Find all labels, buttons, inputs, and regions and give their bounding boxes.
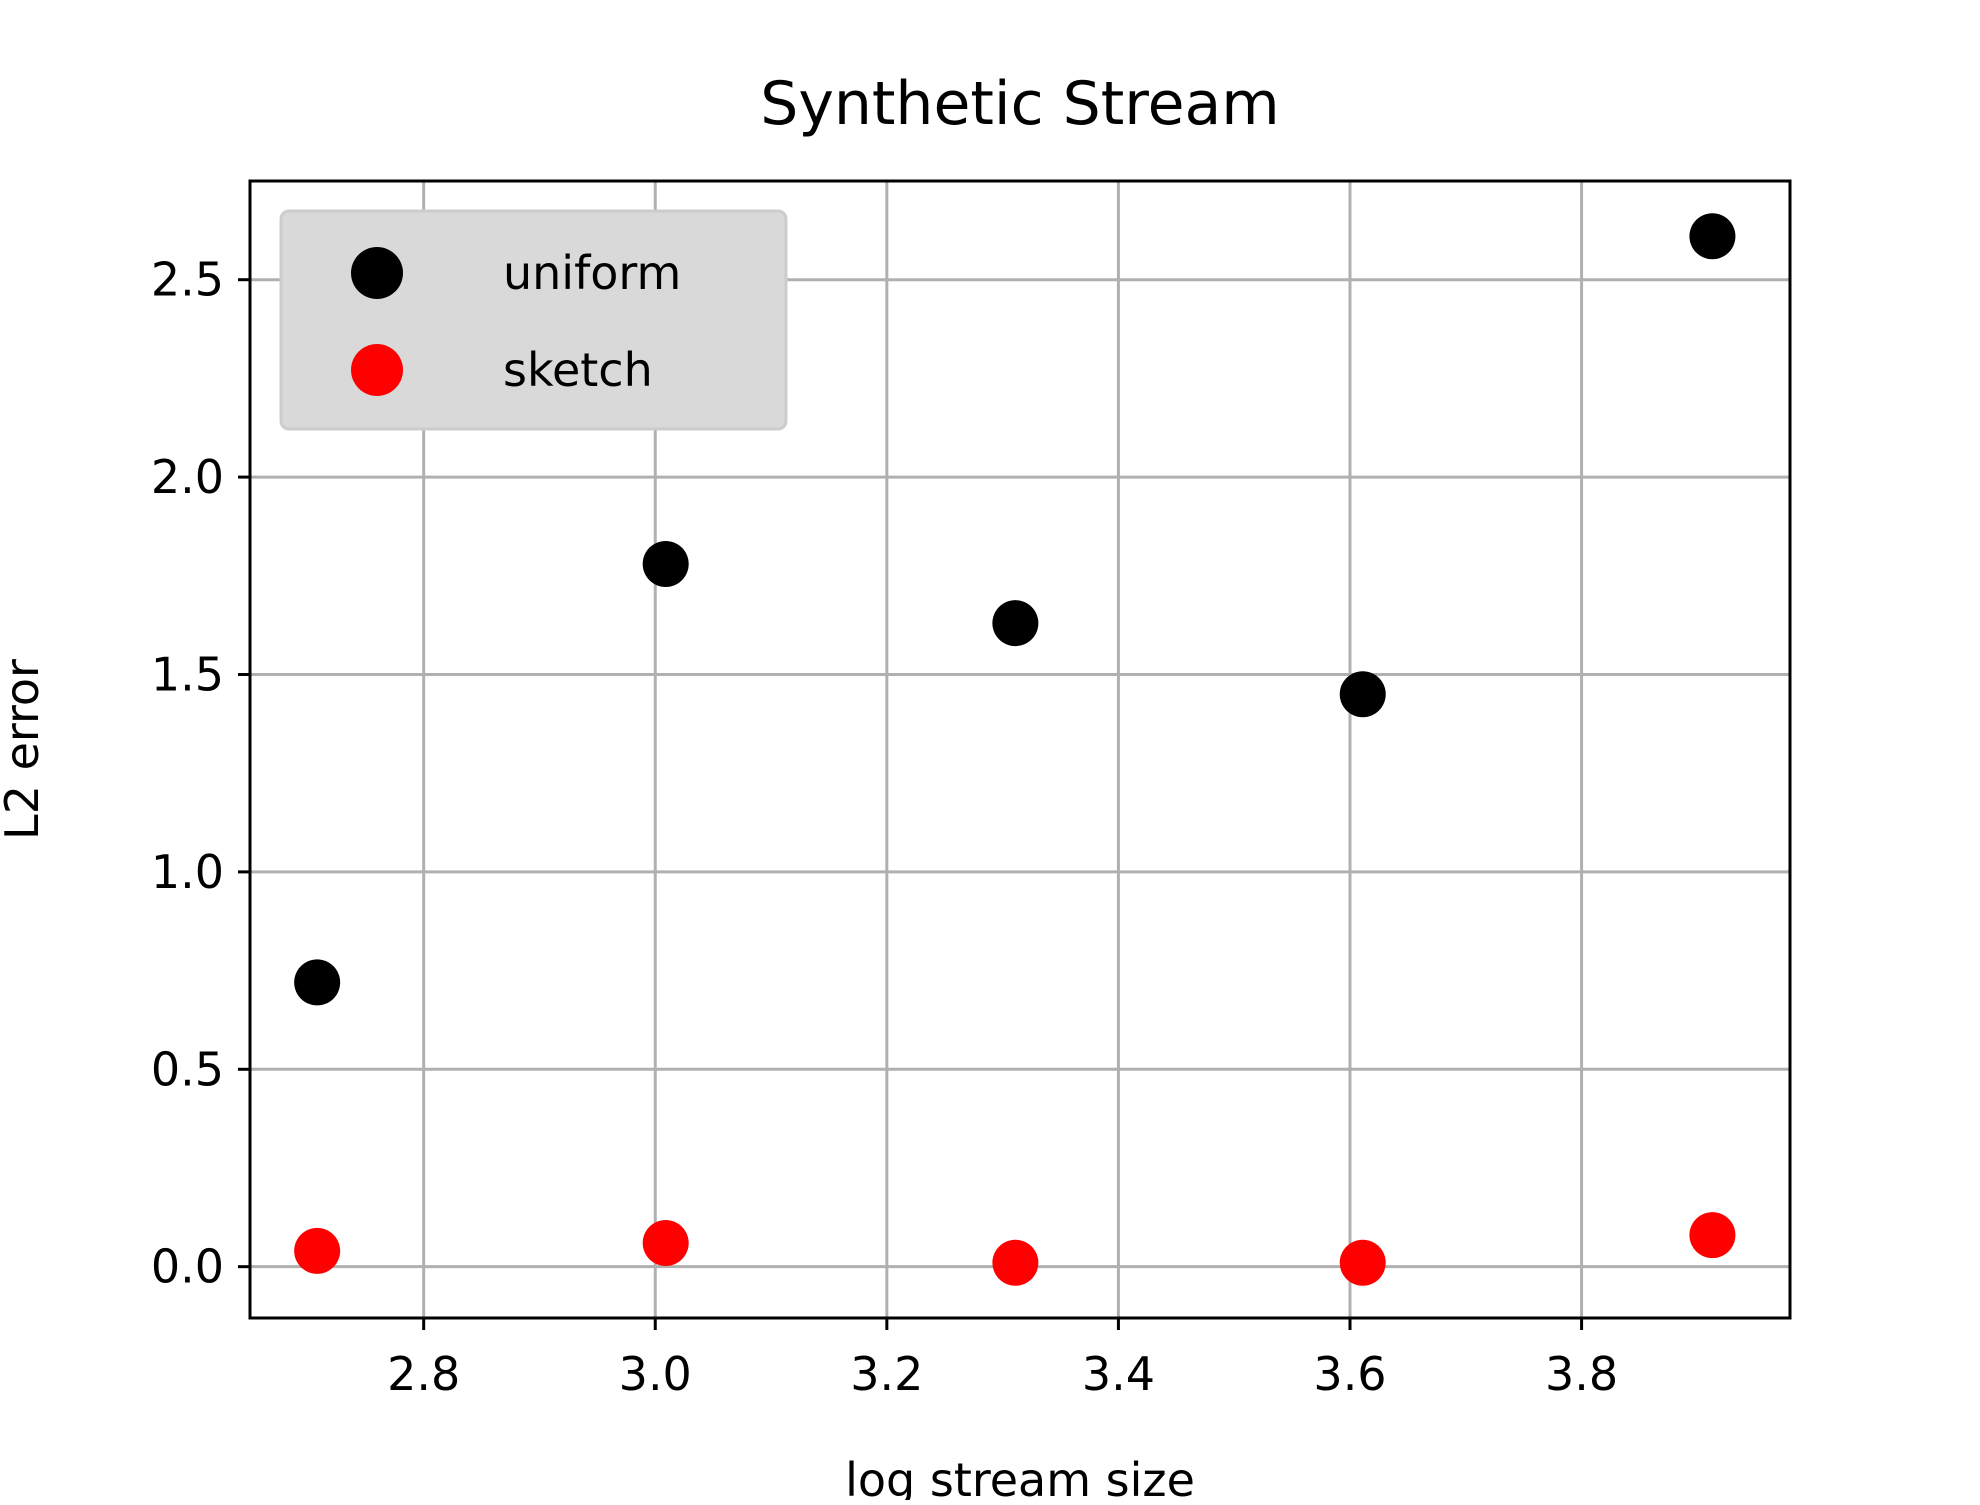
legend-marker-uniform [351, 247, 403, 299]
y-tick-label: 1.0 [151, 845, 224, 899]
legend-label-uniform: uniform [503, 246, 681, 300]
x-axis-label: log stream size [845, 1453, 1195, 1500]
point-uniform [294, 959, 341, 1006]
chart-title: Synthetic Stream [760, 69, 1279, 139]
legend-marker-sketch [351, 344, 403, 396]
legend-box [279, 209, 788, 431]
x-tick-label: 3.8 [1545, 1347, 1618, 1401]
y-tick-label: 1.5 [151, 647, 224, 701]
grid [250, 181, 1790, 1318]
y-tick-label: 2.0 [151, 450, 224, 504]
legend-label-sketch: sketch [503, 343, 653, 397]
ticks: 2.8 3.0 3.2 3.4 3.6 3.8 0.0 0.5 1.0 1.5 2.0 2.5 [151, 253, 1618, 1401]
y-tick-label: 2.5 [151, 253, 224, 307]
point-uniform [642, 540, 689, 587]
point-uniform [1689, 213, 1736, 260]
point-sketch [1689, 1212, 1736, 1259]
x-tick-label: 2.8 [387, 1347, 460, 1401]
axes-frame [248, 179, 1792, 1320]
point-sketch [1339, 1239, 1386, 1286]
legend: uniform sketch [279, 209, 788, 431]
y-tick-label: 0.5 [151, 1042, 224, 1096]
y-tick-label: 0.0 [151, 1240, 224, 1294]
x-tick-label: 3.2 [850, 1347, 923, 1401]
data-points [294, 213, 1736, 1286]
y-axis-label: L2 error [0, 659, 49, 840]
point-sketch [294, 1227, 341, 1274]
x-tick-label: 3.4 [1082, 1347, 1155, 1401]
x-tick-label: 3.6 [1313, 1347, 1386, 1401]
x-tick-label: 3.0 [619, 1347, 692, 1401]
point-uniform [992, 600, 1039, 647]
point-uniform [1339, 671, 1386, 718]
point-sketch [642, 1219, 689, 1266]
point-sketch [992, 1239, 1039, 1286]
